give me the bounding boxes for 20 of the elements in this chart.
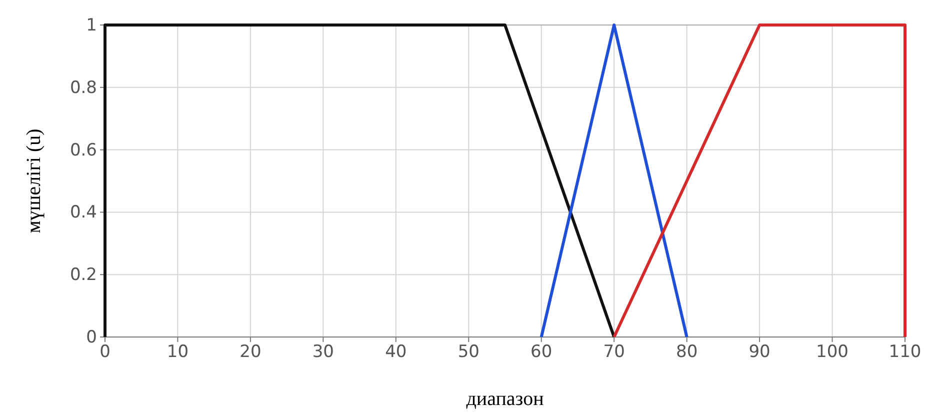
y-tick-label: 0.2 [70, 265, 97, 286]
y-tick-label: 0 [86, 327, 97, 348]
y-tick-label: 0.6 [70, 140, 97, 160]
x-tick-label: 50 [458, 342, 480, 362]
x-tick-label: 0 [100, 342, 110, 362]
x-tick-label: 110 [888, 342, 922, 362]
x-tick-label: 20 [240, 342, 262, 362]
x-tick-label: 80 [676, 342, 698, 362]
y-axis-title: мүшелігі (u) [23, 128, 45, 234]
y-tick-label: 0.8 [70, 78, 97, 98]
x-tick-label: 40 [385, 342, 407, 362]
x-axis-title: диапазон [466, 388, 544, 410]
x-tick-label: 10 [166, 342, 189, 362]
x-tick-label: 90 [748, 342, 770, 362]
y-tick-label: 0.4 [70, 202, 97, 223]
x-tick-label: 30 [312, 342, 334, 362]
x-tick-label: 70 [603, 342, 625, 362]
x-tick-label: 60 [530, 342, 552, 362]
x-tick-label: 100 [816, 342, 848, 362]
y-tick-label: 1 [86, 15, 97, 36]
